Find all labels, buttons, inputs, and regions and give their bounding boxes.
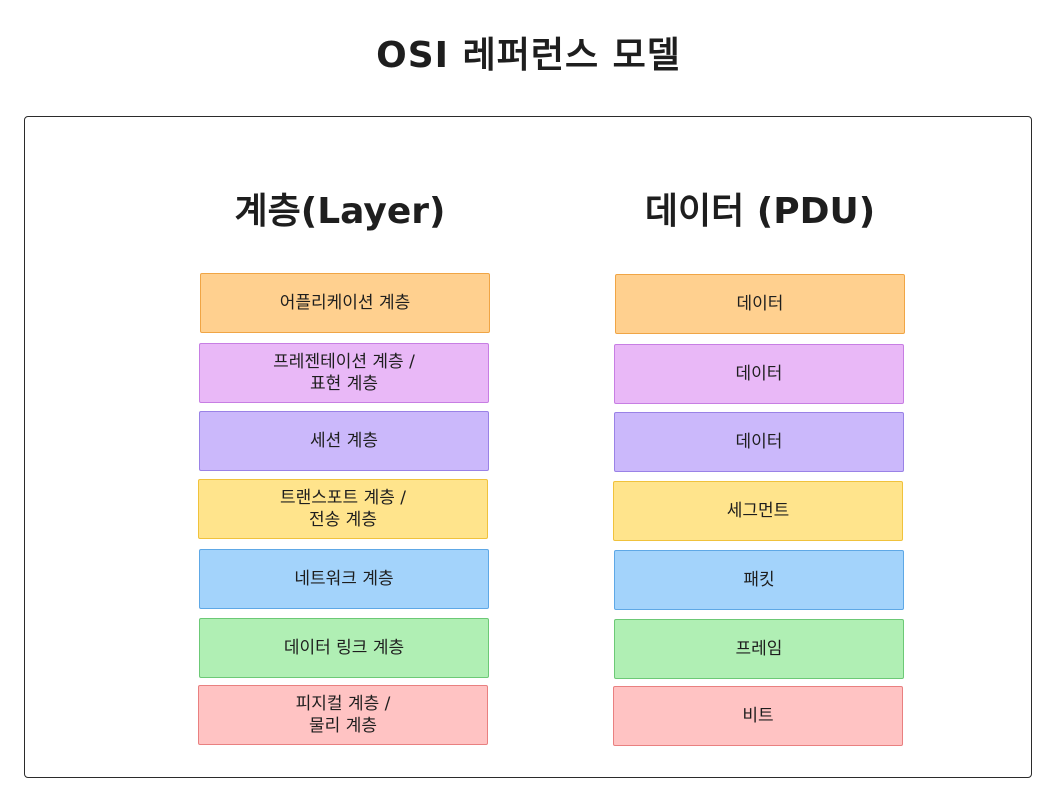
pdu-column-header: 데이터 (PDU) — [644, 191, 876, 232]
layer-box-application: 어플리케이션 계층 — [200, 273, 490, 333]
layer-column-header: 계층(Layer) — [234, 191, 446, 232]
pdu-box-presentation: 데이터 — [614, 344, 904, 404]
pdu-box-physical: 비트 — [613, 686, 903, 746]
pdu-box-session: 데이터 — [614, 412, 904, 472]
layer-box-presentation: 프레젠테이션 계층 / 표현 계층 — [199, 343, 489, 403]
model-frame — [24, 116, 1032, 778]
layer-box-physical: 피지컬 계층 / 물리 계층 — [198, 685, 488, 745]
diagram-title: OSI 레퍼런스 모델 — [376, 35, 681, 76]
layer-box-network: 네트워크 계층 — [199, 549, 489, 609]
layer-box-session: 세션 계층 — [199, 411, 489, 471]
pdu-box-transport: 세그먼트 — [613, 481, 903, 541]
pdu-box-network: 패킷 — [614, 550, 904, 610]
layer-box-transport: 트랜스포트 계층 / 전송 계층 — [198, 479, 488, 539]
pdu-box-application: 데이터 — [615, 274, 905, 334]
layer-box-data-link: 데이터 링크 계층 — [199, 618, 489, 678]
pdu-box-data-link: 프레임 — [614, 619, 904, 679]
